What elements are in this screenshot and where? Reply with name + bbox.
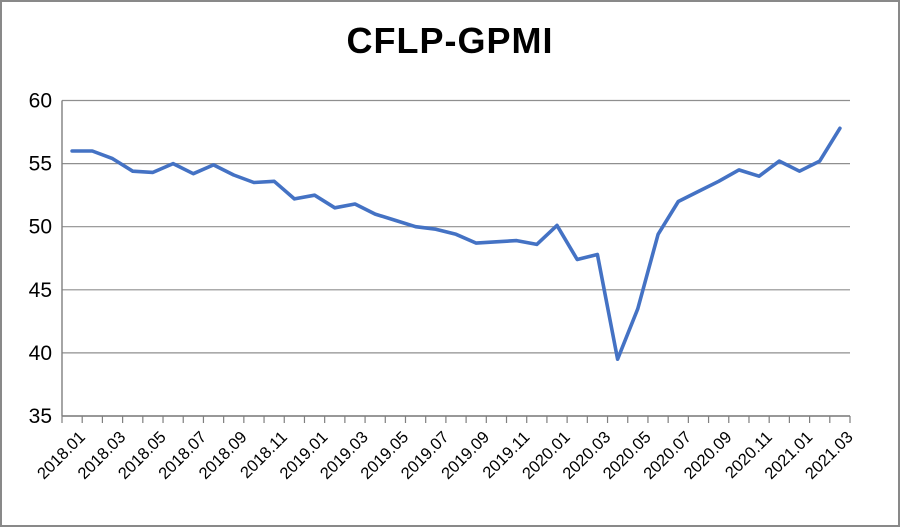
y-axis-label: 40 — [29, 342, 52, 365]
chart-title: CFLP-GPMI — [346, 20, 554, 61]
y-axis-label: 60 — [29, 90, 52, 113]
y-axis-label: 45 — [29, 279, 52, 302]
y-axis-label: 35 — [29, 405, 52, 428]
y-axis-label: 50 — [29, 216, 52, 239]
data-series-line — [70, 126, 842, 362]
y-axis-label: 55 — [29, 153, 52, 176]
